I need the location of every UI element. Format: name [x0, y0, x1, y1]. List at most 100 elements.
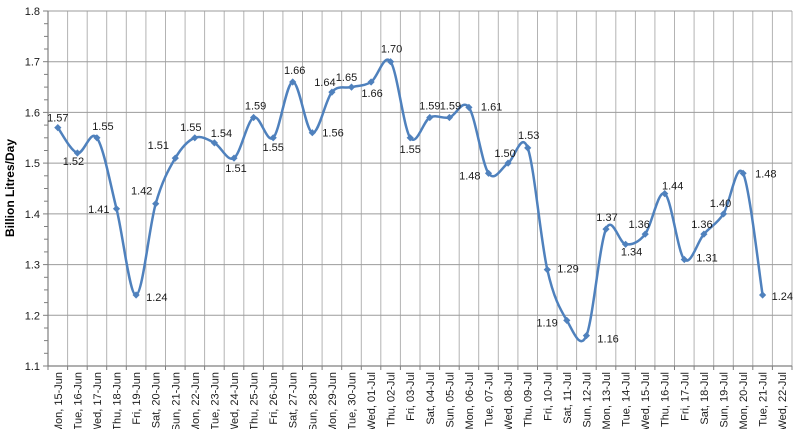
data-point-marker — [700, 230, 708, 238]
y-axis-label: 1.2 — [25, 310, 40, 322]
vertical-gridlines — [67, 11, 793, 366]
data-point-marker — [289, 78, 297, 86]
y-axis-labels: 1.1 1.2 1.3 1.4 1.5 1.6 1.7 1.8 — [25, 6, 40, 373]
x-axis-label: Sat, 27-Jun — [288, 372, 300, 428]
x-axis-label: Mon, 20-Jul — [738, 372, 750, 429]
data-label: 1.59 — [245, 101, 266, 113]
data-point-marker — [484, 169, 493, 177]
data-point-marker — [112, 205, 121, 213]
x-axis-label: Sun, 05-Jul — [444, 372, 456, 428]
y-axis-label: 1.4 — [25, 209, 40, 221]
y-axis-label: 1.5 — [25, 158, 40, 170]
data-label: 1.55 — [180, 122, 201, 134]
data-label: 1.29 — [557, 264, 578, 276]
data-point-marker — [641, 230, 649, 238]
axis-ticks — [43, 10, 793, 370]
x-axis-label: Wed, 01-Jul — [366, 372, 378, 429]
data-point-marker — [622, 240, 630, 248]
data-point-marker — [367, 78, 375, 86]
x-axis-label: Fri, 26-Jun — [268, 372, 280, 425]
data-label: 1.56 — [322, 128, 343, 140]
data-label: 1.24 — [772, 291, 793, 303]
x-axis-label: Mon, 15-Jun — [53, 372, 65, 429]
x-axis-label: Thu, 25-Jun — [249, 372, 261, 429]
y-axis-label: 1.3 — [25, 260, 40, 272]
y-axis-label: 1.8 — [25, 6, 40, 18]
y-axis-label: 1.1 — [25, 361, 40, 373]
data-label: 1.50 — [494, 148, 515, 160]
data-label: 1.59 — [419, 101, 440, 113]
data-label: 1.48 — [459, 170, 480, 182]
x-axis-label: Mon, 22-Jun — [190, 372, 202, 429]
data-label: 1.53 — [518, 130, 539, 142]
data-point-marker — [543, 266, 551, 274]
x-axis-label: Fri, 19-Jun — [131, 372, 143, 425]
data-point-marker — [250, 113, 258, 122]
data-label: 1.57 — [47, 113, 68, 125]
data-point-marker — [328, 88, 336, 96]
data-point-marker — [54, 124, 62, 132]
data-labels: 1.57 1.52 1.55 1.41 1.24 1.42 1.51 1.55 1.54 1.51… — [47, 44, 793, 346]
data-point-marker — [680, 255, 688, 264]
data-point-marker — [661, 190, 669, 198]
data-label: 1.40 — [710, 198, 731, 210]
data-point-marker — [524, 144, 532, 152]
data-point-marker — [210, 139, 218, 147]
x-axis-label: Wed, 08-Jul — [503, 372, 515, 429]
data-point-marker — [347, 83, 356, 91]
data-label: 1.34 — [621, 246, 642, 258]
data-point-marker — [406, 134, 414, 142]
x-axis-label: Sun, 12-Jul — [581, 372, 593, 428]
x-axis-label: Tue, 21-Jul — [758, 372, 770, 427]
data-label: 1.44 — [662, 181, 683, 193]
data-label: 1.51 — [148, 140, 169, 152]
x-axis-label: Mon, 13-Jul — [601, 372, 613, 429]
data-label: 1.55 — [92, 121, 113, 133]
y-axis-title: Billion Litres/Day — [3, 139, 17, 237]
data-point-marker — [73, 149, 81, 157]
data-label: 1.37 — [596, 212, 617, 224]
data-label: 1.36 — [691, 219, 712, 231]
axis-lines — [47, 11, 792, 367]
data-point-marker — [132, 291, 140, 299]
data-label: 1.59 — [440, 101, 461, 113]
data-point-marker — [308, 129, 316, 137]
data-label: 1.31 — [696, 253, 717, 265]
x-axis-label: Fri, 10-Jul — [542, 372, 554, 421]
data-label: 1.66 — [284, 65, 305, 77]
data-label: 1.64 — [314, 77, 335, 89]
x-axis-label: Sat, 04-Jul — [425, 372, 437, 425]
x-axis-label: Wed, 15-Jul — [640, 372, 652, 429]
data-point-marker — [191, 134, 199, 142]
x-axis-label: Wed, 24-Jun — [229, 372, 241, 429]
data-label: 1.61 — [481, 101, 502, 113]
data-label: 1.16 — [597, 334, 618, 346]
data-label: 1.48 — [755, 168, 776, 180]
x-axis-label: Mon, 29-Jun — [327, 372, 339, 429]
data-point-marker — [759, 291, 767, 299]
x-axis-label: Fri, 17-Jul — [679, 372, 691, 421]
x-axis-label: Tue, 16-Jun — [72, 372, 84, 429]
x-axis-label: Sun, 28-Jun — [307, 372, 319, 429]
y-axis-label: 1.7 — [25, 57, 40, 69]
x-axis-label: Tue, 07-Jul — [484, 372, 496, 427]
x-axis-labels: Mon, 15-Jun Tue, 16-Jun Wed, 17-Jun Thu, 18… — [53, 372, 789, 429]
x-axis-label: Mon, 06-Jul — [464, 372, 476, 429]
data-point-marker — [269, 134, 277, 142]
x-axis-label: Sat, 18-Jul — [699, 372, 711, 425]
data-label: 1.65 — [336, 72, 357, 84]
data-label: 1.42 — [131, 186, 152, 198]
x-axis-label: Wed, 22-Jul — [777, 372, 789, 429]
data-point-marker — [426, 113, 434, 122]
data-point-marker — [152, 200, 160, 208]
data-label: 1.51 — [225, 163, 246, 175]
data-point-marker — [719, 210, 728, 218]
data-point-marker — [230, 154, 238, 162]
x-axis-label: Fri, 03-Jul — [405, 372, 417, 421]
data-label: 1.55 — [399, 144, 420, 156]
x-axis-label: Thu, 02-Jul — [386, 372, 398, 427]
data-point-marker — [739, 169, 747, 177]
data-point-marker — [445, 113, 453, 122]
